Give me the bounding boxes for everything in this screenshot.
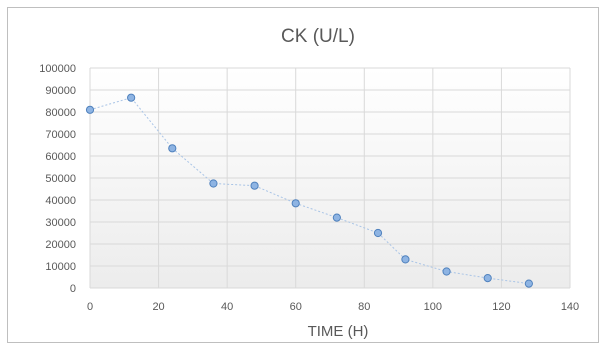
x-tick-label: 140 <box>561 301 579 313</box>
data-point <box>373 228 383 238</box>
data-point <box>442 267 451 276</box>
data-point <box>332 213 341 222</box>
x-tick-labels: 0 20 40 60 80 100 120 140 <box>87 301 579 313</box>
y-tick-label: 100000 <box>39 63 76 75</box>
data-point <box>168 144 177 153</box>
data-point <box>401 255 410 264</box>
y-tick-label: 10000 <box>45 261 76 273</box>
y-tick-label: 30000 <box>45 217 76 229</box>
series-line <box>89 97 529 285</box>
x-tick-label: 20 <box>152 301 164 313</box>
gridlines <box>89 67 571 289</box>
data-points <box>85 93 533 288</box>
x-tick-label: 40 <box>221 301 233 313</box>
y-tick-label: 70000 <box>45 129 76 141</box>
y-tick-label: 20000 <box>45 239 76 251</box>
x-tick-label: 80 <box>358 301 370 313</box>
data-point <box>524 279 533 288</box>
y-tick-label: 60000 <box>45 151 76 163</box>
x-tick-label: 100 <box>424 301 442 313</box>
data-point <box>291 199 300 208</box>
x-tick-label: 60 <box>290 301 302 313</box>
y-tick-label: 50000 <box>45 173 76 185</box>
y-tick-label: 90000 <box>45 85 76 97</box>
y-tick-label: 80000 <box>45 107 76 119</box>
x-tick-label: 120 <box>492 301 510 313</box>
x-tick-label: 0 <box>87 301 93 313</box>
y-tick-labels: 0 10000 20000 30000 40000 50000 60000 70000 8000… <box>39 63 76 295</box>
x-axis-label: TIME (H) <box>308 323 369 340</box>
data-point <box>127 93 136 102</box>
data-point <box>483 274 492 283</box>
data-point <box>250 181 259 190</box>
y-tick-label: 0 <box>70 283 76 295</box>
data-point <box>209 179 218 188</box>
y-tick-label: 40000 <box>45 195 76 207</box>
chart-title: CK (U/L) <box>281 26 355 47</box>
data-point <box>85 105 95 114</box>
